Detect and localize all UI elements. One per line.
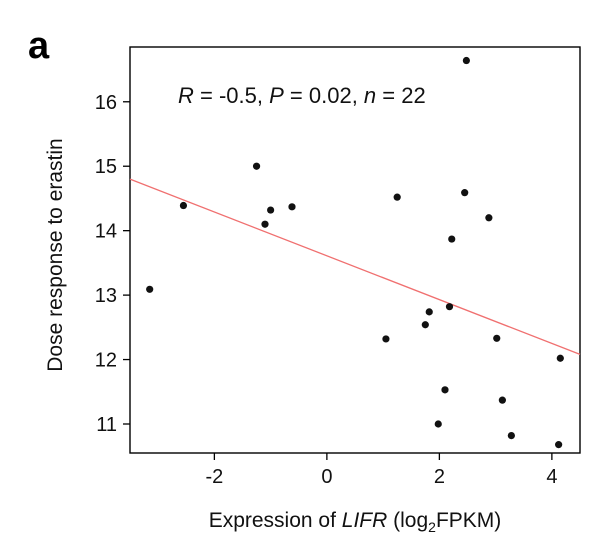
data-point bbox=[461, 189, 469, 197]
y-tick-label: 12 bbox=[95, 350, 117, 372]
n-value: = 22 bbox=[376, 83, 426, 108]
y-tick-label: 16 bbox=[95, 92, 117, 114]
y-tick-label: 15 bbox=[95, 156, 117, 178]
x-axis-label-post: FPKM) bbox=[436, 509, 501, 532]
data-point bbox=[252, 162, 261, 170]
axis-ticks: -2 0 2 4 11 12 13 14 15 16 bbox=[95, 92, 558, 488]
data-point bbox=[462, 56, 470, 65]
regression-line bbox=[129, 178, 581, 356]
data-point bbox=[555, 441, 563, 449]
y-tick-label: 11 bbox=[96, 414, 117, 436]
x-axis-label: Expression of LIFR (log2FPKM) bbox=[209, 509, 502, 535]
data-point bbox=[382, 335, 390, 343]
x-axis-label-pre: Expression of bbox=[209, 509, 342, 532]
data-point bbox=[421, 321, 429, 329]
y-tick-label: 13 bbox=[95, 285, 117, 307]
plot-frame bbox=[129, 46, 581, 454]
x-tick-label: 4 bbox=[546, 466, 557, 488]
regression-line-layer bbox=[129, 178, 581, 356]
data-point bbox=[441, 386, 449, 394]
data-point bbox=[393, 193, 401, 201]
x-tick-label: -2 bbox=[205, 466, 223, 488]
p-value: = 0.02, bbox=[284, 83, 364, 108]
stats-annotation: R = -0.5, P = 0.02, n = 22 bbox=[178, 83, 426, 108]
data-point bbox=[179, 201, 188, 210]
data-point bbox=[448, 235, 456, 243]
x-axis-label-open: (log bbox=[387, 509, 428, 532]
p-symbol: P bbox=[269, 83, 284, 108]
data-point bbox=[445, 303, 454, 311]
data-point bbox=[485, 214, 493, 222]
x-tick-label: 2 bbox=[434, 466, 445, 488]
data-points bbox=[146, 56, 564, 449]
x-axis-label-subscript: 2 bbox=[428, 519, 436, 535]
data-point bbox=[493, 334, 501, 342]
data-point bbox=[507, 432, 515, 440]
data-point bbox=[434, 420, 442, 428]
data-point bbox=[146, 285, 154, 293]
data-point bbox=[425, 308, 433, 316]
y-axis-label: Dose response to erastin bbox=[44, 138, 67, 371]
data-point bbox=[498, 396, 506, 404]
y-tick-label: 14 bbox=[95, 221, 117, 243]
r-value: = -0.5, bbox=[194, 83, 269, 108]
data-point bbox=[261, 220, 269, 228]
data-point bbox=[288, 203, 296, 211]
n-symbol: n bbox=[364, 83, 376, 108]
data-point bbox=[556, 354, 564, 362]
x-axis-label-gene: LIFR bbox=[342, 509, 388, 532]
data-point bbox=[267, 206, 275, 214]
panel-label: a bbox=[28, 25, 50, 67]
x-tick-label: 0 bbox=[321, 466, 332, 488]
r-symbol: R bbox=[178, 83, 194, 108]
